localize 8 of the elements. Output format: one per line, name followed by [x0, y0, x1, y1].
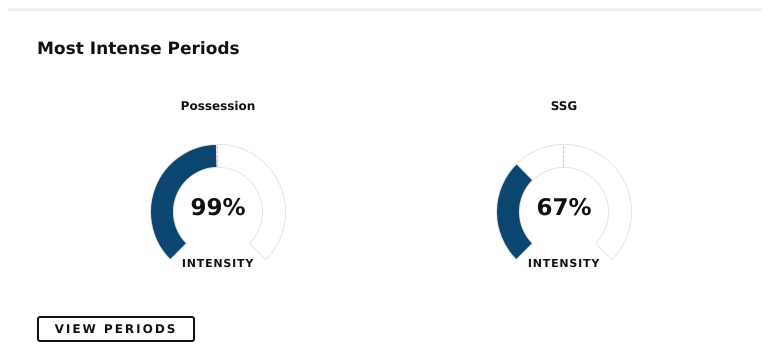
chart-title: Possession — [180, 99, 256, 115]
text: VIEW PERIODS — [37, 316, 195, 342]
text: Most Intense Periods — [37, 39, 240, 59]
text: INTENSITY — [180, 257, 256, 270]
text: 99% — [189, 195, 247, 221]
chart-title: SSG — [550, 99, 578, 115]
text: 67% — [535, 195, 593, 221]
text: INTENSITY — [526, 257, 602, 270]
